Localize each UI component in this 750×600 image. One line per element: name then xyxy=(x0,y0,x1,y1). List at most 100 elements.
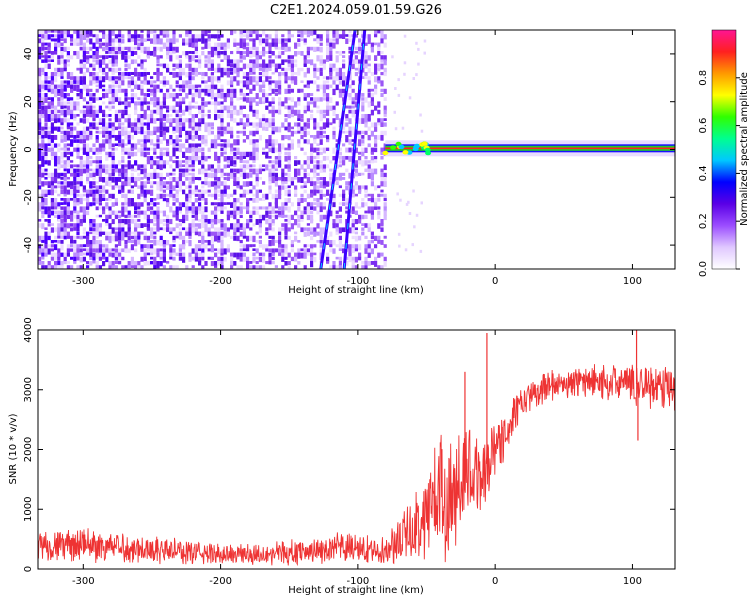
spectrogram-cell xyxy=(249,30,253,36)
spectrogram-cell xyxy=(278,84,282,90)
spectrogram-cell xyxy=(140,202,144,207)
spectrogram-cell xyxy=(63,139,67,142)
spectrogram-cell xyxy=(50,118,54,121)
spectrogram-cell xyxy=(111,164,115,169)
spectrogram-cell xyxy=(121,185,125,191)
spectrogram-cell xyxy=(114,164,118,171)
spectrogram-cell xyxy=(345,261,349,266)
spectrogram-cell xyxy=(95,76,99,82)
spectrogram-cell xyxy=(169,252,173,258)
spectrogram-cell xyxy=(54,185,58,189)
spectrogram-cell xyxy=(310,46,314,51)
spectrogram-cell xyxy=(41,160,45,167)
spectrogram-cell xyxy=(108,248,112,254)
spectrogram-cell xyxy=(114,46,118,51)
spectrogram-cell xyxy=(335,164,339,169)
spectrogram-cell xyxy=(217,126,221,131)
spectrogram-cell xyxy=(233,198,237,205)
spectrogram-cell xyxy=(233,139,237,146)
spectrogram-cell xyxy=(198,109,202,115)
spectrogram-cell xyxy=(274,126,278,133)
spectrogram-cell xyxy=(370,101,374,106)
spectrogram-cell xyxy=(146,248,150,252)
spectrogram-cell xyxy=(98,42,102,49)
spectrogram-cell xyxy=(108,38,112,44)
spectrogram-cell xyxy=(98,84,102,89)
spectrogram-cell xyxy=(127,235,131,242)
spectrogram-cell xyxy=(265,122,269,126)
spectrogram-cell xyxy=(82,34,86,40)
spectrogram-cell xyxy=(198,240,202,243)
spectrogram-cell xyxy=(306,67,310,74)
spectrogram-cell xyxy=(172,256,176,261)
spectrogram-cell xyxy=(207,130,211,136)
spectrogram-cell xyxy=(95,261,99,267)
spectrogram-cell xyxy=(297,219,301,223)
spectrogram-cell xyxy=(66,198,70,204)
spectrogram-cell xyxy=(41,51,45,55)
spectrogram-cell xyxy=(86,88,90,94)
spectrogram-cell xyxy=(188,51,192,54)
spectrogram-cell xyxy=(175,93,179,99)
spectrogram-cell xyxy=(50,38,54,42)
spectrogram-cell xyxy=(102,93,106,99)
spectrogram-cell xyxy=(124,118,128,123)
spectrogram-cell xyxy=(326,198,330,201)
spectrogram-cell xyxy=(342,177,346,180)
spectrogram-cell xyxy=(380,63,384,70)
spectrogram-cell xyxy=(127,122,131,128)
spectrogram-cell xyxy=(73,235,77,242)
spectrogram-cell xyxy=(137,164,141,171)
spectrogram-cell xyxy=(121,122,125,126)
spectrogram-cell xyxy=(118,139,122,144)
spectrogram-cell xyxy=(345,34,349,37)
spectrogram-cell xyxy=(89,227,93,231)
spectrogram-cell xyxy=(204,244,208,250)
spectrogram-cell xyxy=(185,202,189,207)
spectrogram-cell xyxy=(47,84,51,91)
spectrogram-cell xyxy=(358,189,362,194)
spectrogram-cell xyxy=(354,219,358,225)
spectrogram-cell xyxy=(230,265,234,269)
spectrogram-cell xyxy=(102,55,106,61)
spectrogram-cell xyxy=(319,219,323,222)
spectrogram-cell xyxy=(397,78,400,82)
spectrogram-cell xyxy=(415,41,418,45)
spectrogram-cell xyxy=(214,189,218,194)
spectrogram-cell xyxy=(130,147,134,152)
spectrogram-cell xyxy=(92,185,96,189)
spectrogram-cell xyxy=(89,126,93,130)
spectrogram-cell xyxy=(278,151,282,158)
spectrogram-cell xyxy=(278,177,282,181)
spectrogram-cell xyxy=(76,143,80,150)
spectrogram-cell xyxy=(249,139,253,145)
spectrogram-cell xyxy=(393,110,396,114)
spectrogram-cell xyxy=(262,88,266,95)
spectrogram-cell xyxy=(271,72,275,75)
spectrogram-cell xyxy=(102,244,106,248)
spectrogram-cell xyxy=(284,59,288,63)
y-tick-label: 20 xyxy=(23,95,34,108)
spectrogram-cell xyxy=(121,227,125,233)
spectrogram-cell xyxy=(47,219,51,223)
spectrogram-cell xyxy=(242,156,246,159)
spectrogram-cell xyxy=(47,261,51,267)
spectrogram-cell xyxy=(342,156,346,161)
spectrogram-cell xyxy=(134,59,138,64)
spectrogram-cell xyxy=(268,139,272,144)
spectrogram-cell xyxy=(319,72,323,76)
spectrogram-cell xyxy=(201,244,205,248)
spectrogram-cell xyxy=(63,147,67,152)
spectrogram-cell xyxy=(63,164,67,170)
spectrogram-cell xyxy=(118,30,122,35)
spectrogram-cell xyxy=(114,118,118,123)
spectrogram-cell xyxy=(108,252,112,257)
spectrogram-cell xyxy=(217,181,221,186)
spectrogram-cell xyxy=(63,214,67,221)
spectrogram-cell xyxy=(319,214,323,220)
spectrogram-cell xyxy=(198,219,202,222)
spectrogram-cell xyxy=(114,97,118,102)
spectrogram-cell xyxy=(226,122,230,129)
spectrogram-cell xyxy=(198,118,202,124)
spectrogram-cell xyxy=(258,214,262,219)
